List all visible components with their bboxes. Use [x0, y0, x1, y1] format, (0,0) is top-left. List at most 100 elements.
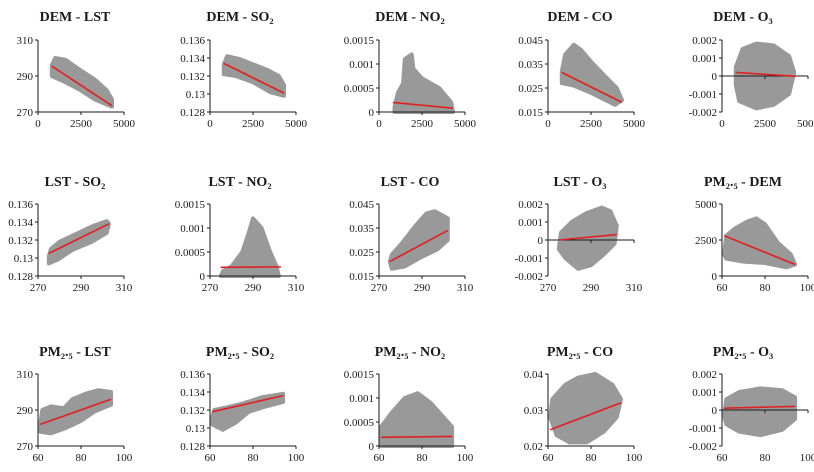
- chart-8-x-tick-label: 270: [371, 282, 388, 294]
- chart-10-y-tick-label: 0: [712, 271, 718, 283]
- chart-9-trend-line: [558, 233, 617, 241]
- chart-4-y-tick-label: 0.025: [518, 83, 543, 95]
- chart-4-x-tick-label: 0: [545, 118, 551, 130]
- chart-6-y-tick-label: 0.13: [14, 253, 34, 265]
- chart-15-x-tick-label: 80: [760, 452, 772, 464]
- chart-13-x-tick-label: 60: [374, 452, 386, 464]
- chart-9-x-tick-label: 310: [626, 282, 643, 294]
- chart-5-x-tick-label: 2500: [754, 118, 777, 130]
- chart-15-x-tick-label: 60: [717, 452, 729, 464]
- chart-2-trend-line: [223, 62, 285, 94]
- chart-8-point-cloud: [387, 209, 450, 271]
- chart-11-x-tick-label: 60: [33, 452, 45, 464]
- chart-9-y-tick-label: -0.002: [515, 271, 543, 283]
- chart-panel-10: PM₂.₅ - DEM 60 80 100 0 2500 5000: [695, 175, 814, 294]
- chart-2-title: DEM - SO₂: [206, 10, 273, 25]
- chart-1-point-cloud: [49, 56, 114, 109]
- chart-7-x-tick-label: 290: [245, 282, 262, 294]
- chart-15-y-tick-label: 0: [712, 405, 718, 417]
- chart-6-x-tick-label: 290: [73, 282, 90, 294]
- chart-5-y-tick-label: 0.002: [692, 35, 717, 47]
- chart-7-y-tick-label: 0.0015: [175, 199, 206, 211]
- chart-panel-9: LST - O₃ 270 290 310 -0.002 -0.001 0 0.001 0.002: [515, 175, 643, 294]
- chart-2-point-cloud: [221, 54, 286, 98]
- chart-panel-2: DEM - SO₂ 0 2500 5000 0.128 0.13 0.132 0.134 0.1…: [180, 10, 307, 130]
- chart-4-y-tick-label: 0.045: [518, 35, 543, 47]
- chart-3-y-tick-label: 0.001: [349, 59, 374, 71]
- chart-3-x-tick-label: 2500: [411, 118, 434, 130]
- chart-9-y-tick-label: 0: [538, 235, 544, 247]
- chart-3-x-tick-label: 5000: [454, 118, 477, 130]
- chart-1-title: DEM - LST: [40, 10, 111, 25]
- chart-5-y-tick-label: 0: [712, 71, 718, 83]
- chart-9-point-cloud: [556, 205, 619, 271]
- chart-14-x-tick-label: 80: [586, 452, 598, 464]
- chart-5-title: DEM - O₃: [713, 10, 772, 25]
- chart-14-point-cloud: [548, 372, 624, 445]
- chart-7-title: LST - NO₂: [208, 175, 271, 190]
- chart-1-x-tick-label: 5000: [113, 118, 136, 130]
- chart-10-y-tick-label: 2500: [695, 235, 718, 247]
- chart-12-y-tick-label: 0.136: [180, 369, 205, 381]
- chart-13-point-cloud: [379, 391, 455, 448]
- chart-12-x-tick-label: 100: [288, 452, 305, 464]
- chart-3-y-tick-label: 0: [369, 107, 375, 119]
- chart-3-y-tick-label: 0.0005: [344, 83, 375, 95]
- chart-9-x-tick-label: 290: [583, 282, 600, 294]
- chart-10-y-tick-label: 5000: [695, 199, 718, 211]
- chart-panel-15: PM₂.₅ - O₃ 60 80 100 -0.002 -0.001 0 0.001 0.002: [689, 345, 814, 464]
- chart-2-y-tick-label: 0.128: [180, 107, 205, 119]
- chart-15-y-tick-label: 0.002: [692, 369, 717, 381]
- chart-3-title: DEM - NO₂: [375, 10, 445, 25]
- chart-1-trend-line: [51, 65, 113, 107]
- chart-14-x-tick-label: 100: [626, 452, 643, 464]
- chart-5-y-tick-label: -0.002: [689, 107, 717, 119]
- chart-11-y-tick-label: 270: [17, 441, 34, 453]
- chart-10-title: PM₂.₅ - DEM: [704, 175, 782, 190]
- chart-13-y-tick-label: 0.0015: [344, 369, 375, 381]
- chart-4-x-tick-label: 5000: [623, 118, 646, 130]
- chart-6-x-tick-label: 270: [30, 282, 47, 294]
- chart-13-title: PM₂.₅ - NO₂: [375, 345, 446, 360]
- chart-panel-6: LST - SO₂ 270 290 310 0.128 0.13 0.132 0.134 0.1…: [8, 175, 133, 294]
- chart-1-y-tick-label: 290: [17, 71, 34, 83]
- chart-2-y-tick-label: 0.132: [180, 71, 205, 83]
- chart-1-y-tick-label: 270: [17, 107, 34, 119]
- chart-6-y-tick-label: 0.128: [8, 271, 33, 283]
- chart-12-y-tick-label: 0.128: [180, 441, 205, 453]
- chart-4-y-tick-label: 0.035: [518, 59, 543, 71]
- chart-4-x-tick-label: 2500: [580, 118, 603, 130]
- chart-11-y-tick-label: 310: [17, 369, 34, 381]
- chart-5-y-tick-label: -0.001: [689, 89, 717, 101]
- chart-5-x-tick-label: 0: [719, 118, 725, 130]
- chart-14-title: PM₂.₅ - CO: [547, 345, 613, 360]
- chart-15-point-cloud: [722, 386, 798, 438]
- chart-10-x-tick-label: 60: [717, 282, 729, 294]
- chart-8-y-tick-label: 0.035: [349, 223, 374, 235]
- chart-3-y-tick-label: 0.0015: [344, 35, 375, 47]
- chart-2-x-tick-label: 5000: [285, 118, 308, 130]
- chart-9-title: LST - O₃: [554, 175, 607, 190]
- chart-7-y-tick-label: 0: [200, 271, 206, 283]
- chart-12-x-tick-label: 80: [248, 452, 260, 464]
- chart-11-title: PM₂.₅ - LST: [39, 345, 111, 360]
- chart-panel-3: DEM - NO₂ 0 2500 5000 0 0.0005 0.001 0.0015: [344, 10, 477, 130]
- chart-4-point-cloud: [559, 42, 624, 107]
- chart-7-x-tick-label: 270: [202, 282, 219, 294]
- chart-panel-14: PM₂.₅ - CO 60 80 100 0.02 0.03 0.04: [524, 345, 643, 464]
- chart-3-trend-line: [392, 101, 454, 109]
- chart-13-x-tick-label: 80: [417, 452, 429, 464]
- chart-1-x-tick-label: 2500: [70, 118, 93, 130]
- chart-14-y-tick-label: 0.03: [524, 405, 544, 417]
- chart-14-trend-line: [549, 402, 622, 431]
- chart-11-trend-line: [39, 398, 112, 426]
- chart-12-x-tick-label: 60: [205, 452, 217, 464]
- chart-3-x-tick-label: 0: [376, 118, 382, 130]
- chart-15-trend-line: [724, 405, 796, 409]
- chart-8-y-tick-label: 0.015: [349, 271, 374, 283]
- chart-4-trend-line: [561, 71, 623, 104]
- chart-13-y-tick-label: 0: [369, 441, 375, 453]
- chart-6-title: LST - SO₂: [45, 175, 106, 190]
- chart-10-x-tick-label: 80: [760, 282, 772, 294]
